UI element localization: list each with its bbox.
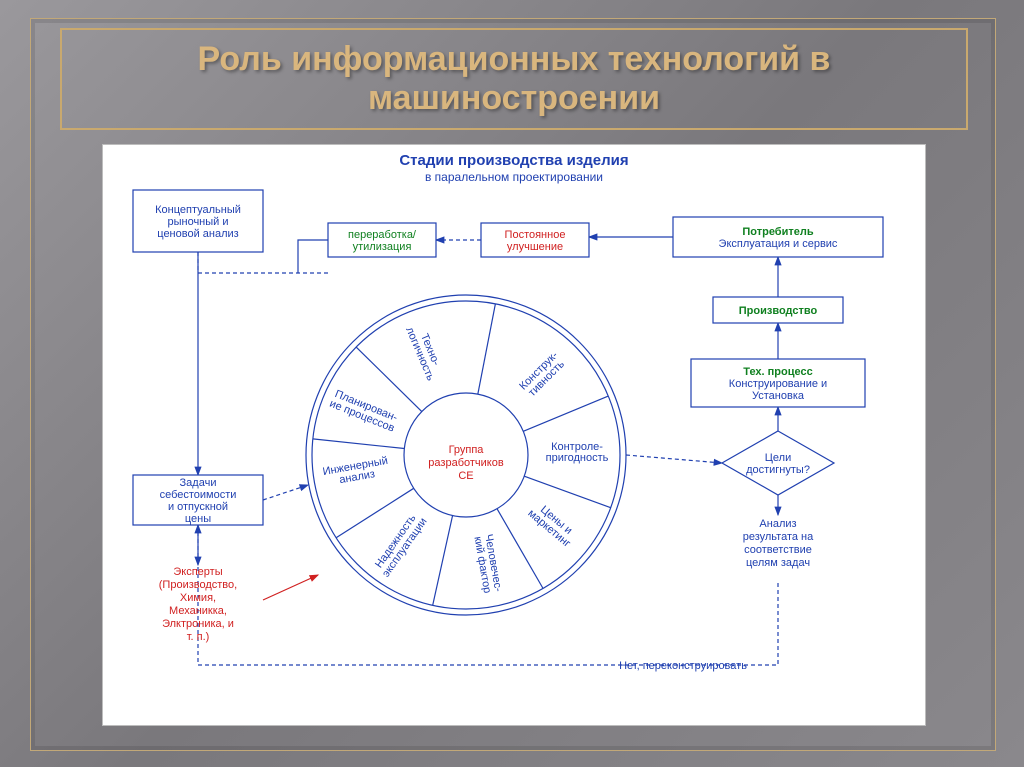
flowchart-svg: Стадии производства изделия в паралельно… xyxy=(103,145,925,725)
svg-text:Эксплуатация и сервис: Эксплуатация и сервис xyxy=(719,238,838,250)
svg-text:разработчиков: разработчиков xyxy=(428,457,504,469)
svg-text:переработка/: переработка/ xyxy=(348,229,417,241)
svg-text:Химия,: Химия, xyxy=(180,592,216,604)
svg-text:Механикка,: Механикка, xyxy=(169,605,227,617)
svg-text:Конструирование и: Конструирование и xyxy=(729,378,827,390)
svg-text:рыночный и: рыночный и xyxy=(167,216,228,228)
svg-text:Элктроника, и: Элктроника, и xyxy=(162,618,234,630)
svg-text:CE: CE xyxy=(458,470,473,482)
svg-text:Установка: Установка xyxy=(752,390,805,402)
title-box: Роль информационных технологий в машинос… xyxy=(60,28,968,130)
svg-text:Постоянное: Постоянное xyxy=(505,229,566,241)
svg-text:Задачи: Задачи xyxy=(180,477,217,489)
svg-text:Тех. процесс: Тех. процесс xyxy=(743,366,812,378)
svg-text:Производство: Производство xyxy=(739,305,818,317)
diagram-title: Стадии производства изделия xyxy=(399,152,628,169)
svg-text:Концептуальный: Концептуальный xyxy=(155,204,241,216)
svg-text:(Производство,: (Производство, xyxy=(159,579,237,591)
svg-text:соответствие: соответствие xyxy=(744,544,812,556)
svg-text:Контроле-пригодность: Контроле-пригодность xyxy=(546,441,609,464)
svg-text:себестоимости: себестоимости xyxy=(160,489,237,501)
diagram-container: Стадии производства изделия в паралельно… xyxy=(102,144,926,726)
svg-text:Группа: Группа xyxy=(449,444,485,456)
svg-text:цены: цены xyxy=(185,513,211,525)
svg-text:Анализ: Анализ xyxy=(759,518,796,530)
svg-text:результата на: результата на xyxy=(743,531,814,543)
svg-text:Цели: Цели xyxy=(765,452,791,464)
svg-text:улучшение: улучшение xyxy=(507,241,563,253)
svg-text:т. п.): т. п.) xyxy=(187,631,210,643)
svg-text:целям задач: целям задач xyxy=(746,557,810,569)
diagram-subtitle: в паралельном проектировании xyxy=(425,170,603,184)
svg-text:ценовой анализ: ценовой анализ xyxy=(157,228,238,240)
svg-text:Потребитель: Потребитель xyxy=(742,226,813,238)
svg-text:Нет, переконструировать: Нет, переконструировать xyxy=(619,660,747,672)
slide-title: Роль информационных технологий в машинос… xyxy=(62,40,966,118)
svg-text:утилизация: утилизация xyxy=(353,241,412,253)
svg-text:достигнуты?: достигнуты? xyxy=(746,464,810,476)
svg-text:Эксперты: Эксперты xyxy=(173,566,222,578)
svg-text:и отпускной: и отпускной xyxy=(168,501,228,513)
